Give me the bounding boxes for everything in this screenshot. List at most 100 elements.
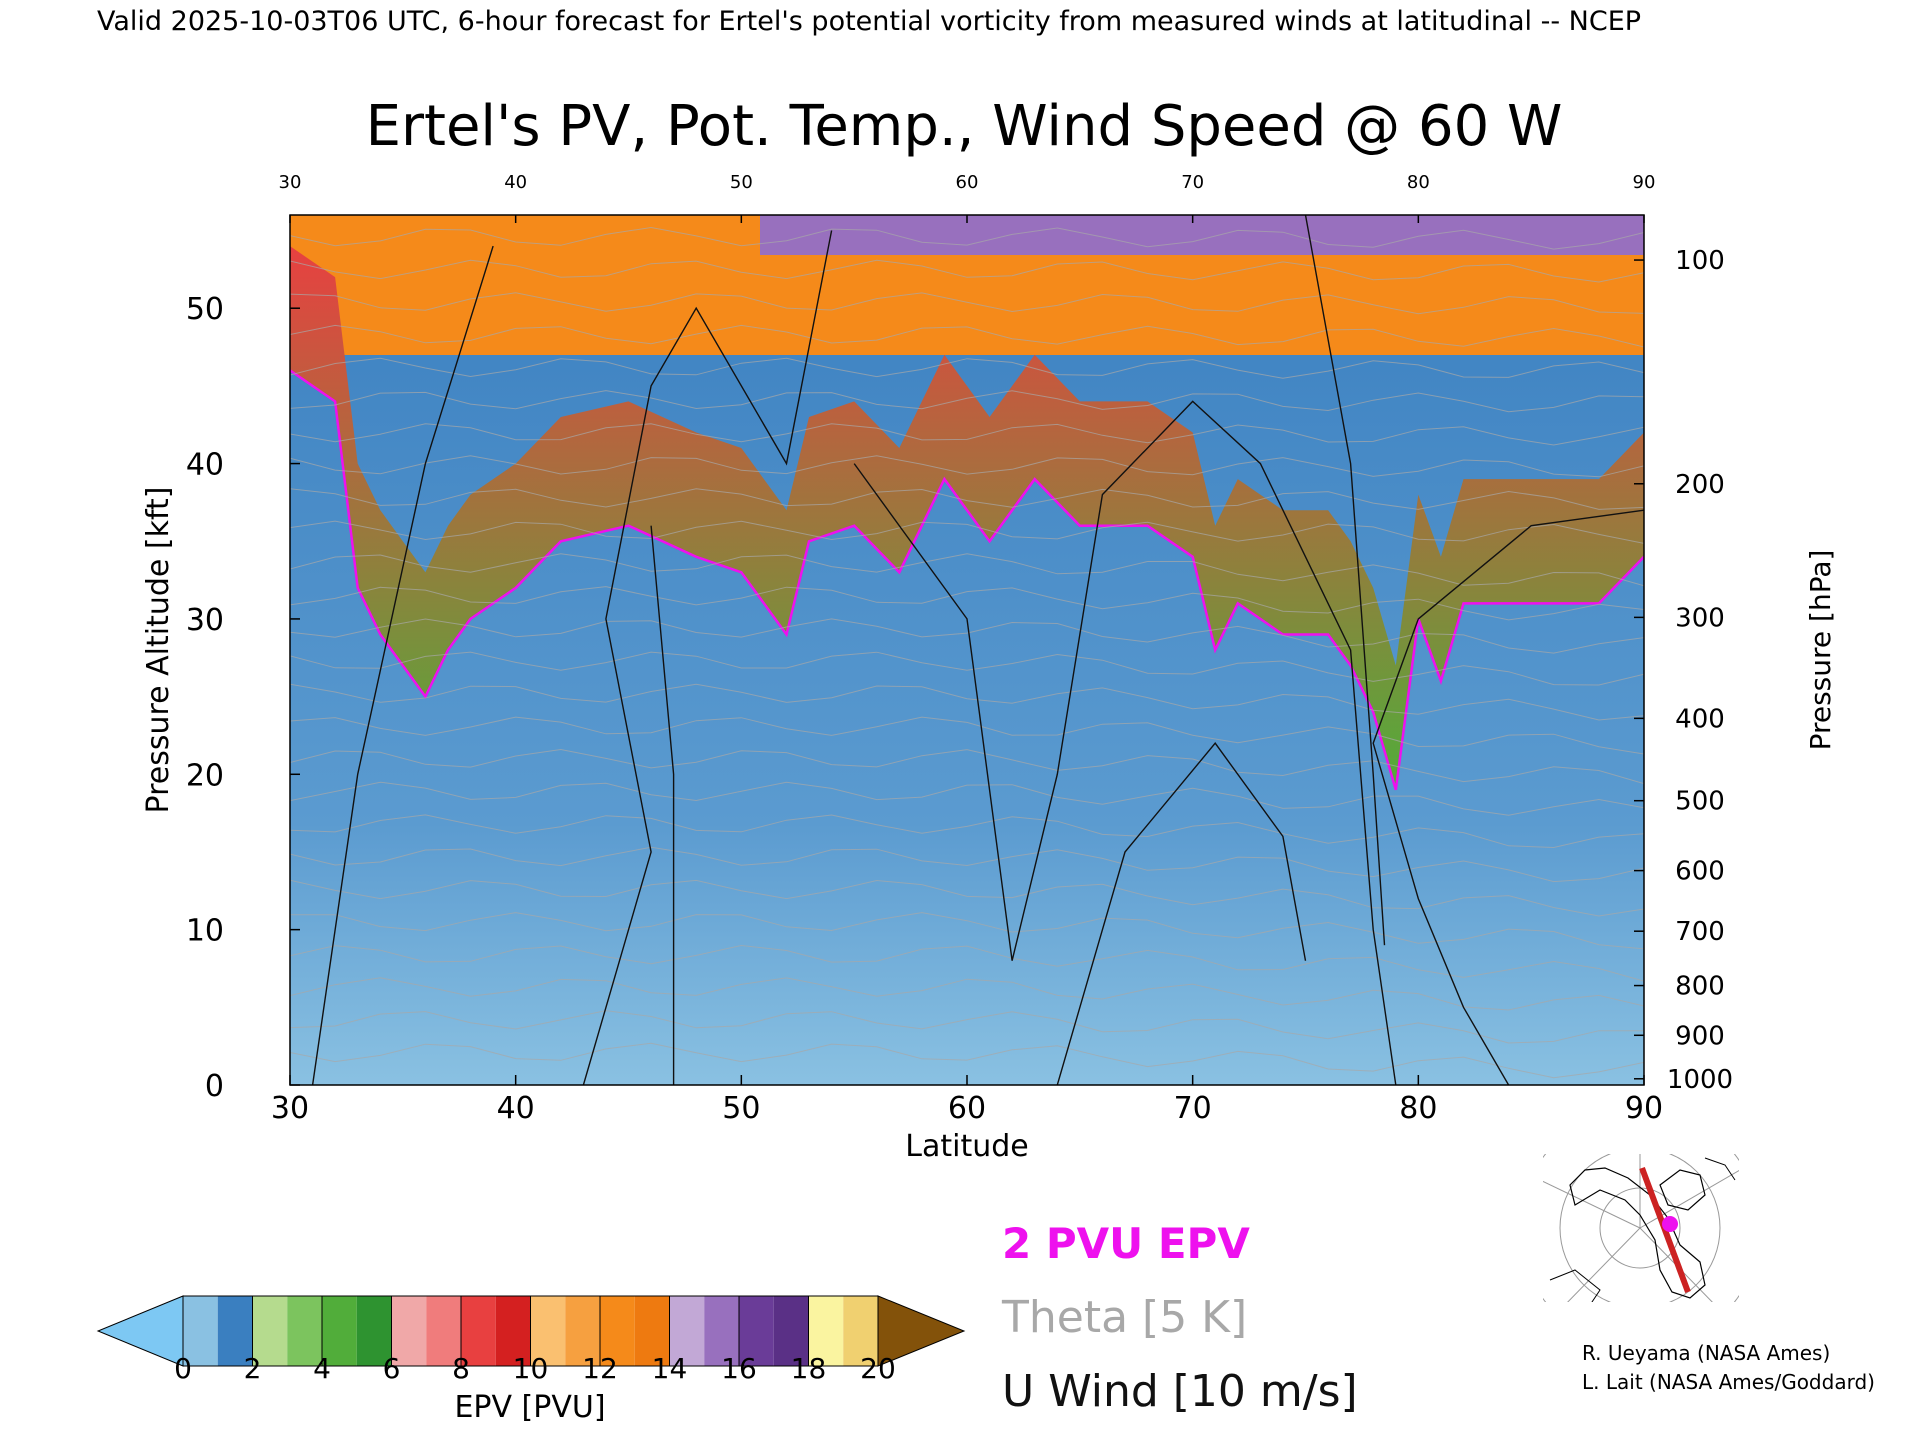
y-tick-label: 50 [186,292,224,327]
x-tick-label: 30 [271,1091,309,1126]
top-axis-ticks: 30 40 50 60 70 80 90 [279,172,1656,223]
theta-contour [290,488,1644,510]
theta-contour [290,357,1644,379]
top-tick-label: 80 [1407,172,1430,193]
theta-contour [290,618,1644,654]
colorbar-tick-label: 14 [652,1352,688,1385]
pressure-axis-ticks: 100 200 300 400 500 600 700 800 900 1000 [1634,246,1733,1095]
x-axis-label: Latitude [905,1129,1028,1164]
legend-u-wind: U Wind [10 m/s] [1002,1366,1358,1417]
colorbar-bin [704,1296,739,1366]
y-axis-label: Pressure Altitude [kft] [141,487,176,814]
u-wind-contour [853,400,1397,1085]
theta-contour [290,716,1644,755]
theta-contour [290,455,1644,478]
colorbar-bin [322,1296,357,1366]
north-polar-stereographic-map-icon [1543,1154,1739,1302]
colorbar-bin [426,1296,461,1366]
credit-line-1: R. Ueyama (NASA Ames) [1582,1341,1830,1365]
colorbar-tick-label: 0 [174,1352,192,1385]
theta-contour [290,324,1644,348]
colorbar-bin [773,1296,809,1366]
colorbar-bin [217,1296,253,1366]
theta-contour [290,781,1644,816]
theta-contour [290,390,1644,413]
legend-theta: Theta [5 K] [1001,1292,1247,1343]
u-wind-contour [1056,742,1307,1085]
colorbar-tick-label: 4 [313,1352,331,1385]
theta-contour [290,912,1644,950]
colorbar-tick-label: 16 [721,1352,757,1385]
pressure-tick-label: 100 [1675,246,1725,276]
theta-contour [290,651,1644,686]
colorbar-bin [669,1296,705,1366]
top-tick-label: 60 [956,172,979,193]
top-tick-label: 90 [1633,172,1656,193]
x-tick-label: 60 [948,1091,986,1126]
colorbar-bin [808,1296,844,1366]
theta-contour [290,944,1644,982]
troposphere-fill [290,215,1644,1085]
colorbar-tick-label: 6 [383,1352,401,1385]
chart-title: Ertel's PV, Pot. Temp., Wind Speed @ 60 … [366,94,1563,159]
colorbar-tick-label: 18 [791,1352,827,1385]
y-tick-label: 40 [186,448,224,483]
theta-contour [290,1042,1644,1079]
pressure-tick-label: 600 [1675,857,1725,887]
epv-field [290,215,1644,1085]
theta-contour [290,586,1644,621]
theta-contour [290,683,1644,721]
theta-contour [290,226,1644,250]
colorbar-bin [183,1296,218,1366]
pressure-tick-label: 500 [1675,787,1725,817]
colorbar-frame [182,1295,879,1367]
colorbar-bin [461,1296,496,1366]
x-tick-label: 70 [1174,1091,1212,1126]
theta-contour [290,292,1644,315]
pressure-tick-label: 900 [1675,1021,1725,1051]
colorbar-bin [495,1296,531,1366]
colorbar-bin [843,1296,878,1366]
pressure-tick-label: 700 [1675,917,1725,947]
pressure-tick-label: 800 [1675,972,1725,1002]
tropopause-2pvu-contour [290,369,1644,791]
credit-line-2: L. Lait (NASA Ames/Goddard) [1582,1370,1875,1394]
colorbar-under-triangle [96,1295,184,1367]
theta-contour [290,520,1644,544]
colorbar-bin [391,1296,427,1366]
theta-contour [290,553,1644,587]
theta-contour [290,423,1644,446]
u-wind-contour [582,230,833,1085]
u-wind-contours [311,215,1644,1085]
epv-colorbar: 0 2 4 6 8 10 12 14 16 18 20 [96,1295,966,1385]
top-tick-label: 30 [279,172,302,193]
x-tick-label: 50 [722,1091,760,1126]
x-tick-label: 90 [1625,1091,1663,1126]
colorbar-tick-label: 8 [452,1352,470,1385]
theta-contour [290,814,1644,849]
colorbar-bin [287,1296,322,1366]
colorbar-bin [530,1296,566,1366]
colorbar-bin [634,1296,670,1366]
x-tick-label: 80 [1399,1091,1437,1126]
y-tick-label: 10 [186,914,224,949]
theta-contour [290,846,1644,883]
top-tick-label: 70 [1181,172,1204,193]
colorbar-bin [739,1296,774,1366]
colorbar-tick-label: 10 [513,1352,549,1385]
y-tick-label: 30 [186,603,224,638]
u-wind-contour [311,245,494,1085]
forecast-banner: Valid 2025-10-03T06 UTC, 6-hour forecast… [97,6,1641,37]
pressure-tick-label: 1000 [1667,1065,1733,1095]
x-tick-label: 40 [497,1091,535,1126]
theta-contour [290,879,1644,917]
top-tick-label: 50 [730,172,753,193]
pressure-tick-label: 400 [1675,704,1725,734]
legend-2pvu: 2 PVU EPV [1002,1219,1250,1268]
colorbar-bin [252,1296,288,1366]
top-tick-label: 40 [504,172,527,193]
pressure-tick-label: 200 [1675,470,1725,500]
y-tick-label: 0 [205,1069,224,1104]
pressure-axis-label: Pressure [hPa] [1804,550,1837,751]
